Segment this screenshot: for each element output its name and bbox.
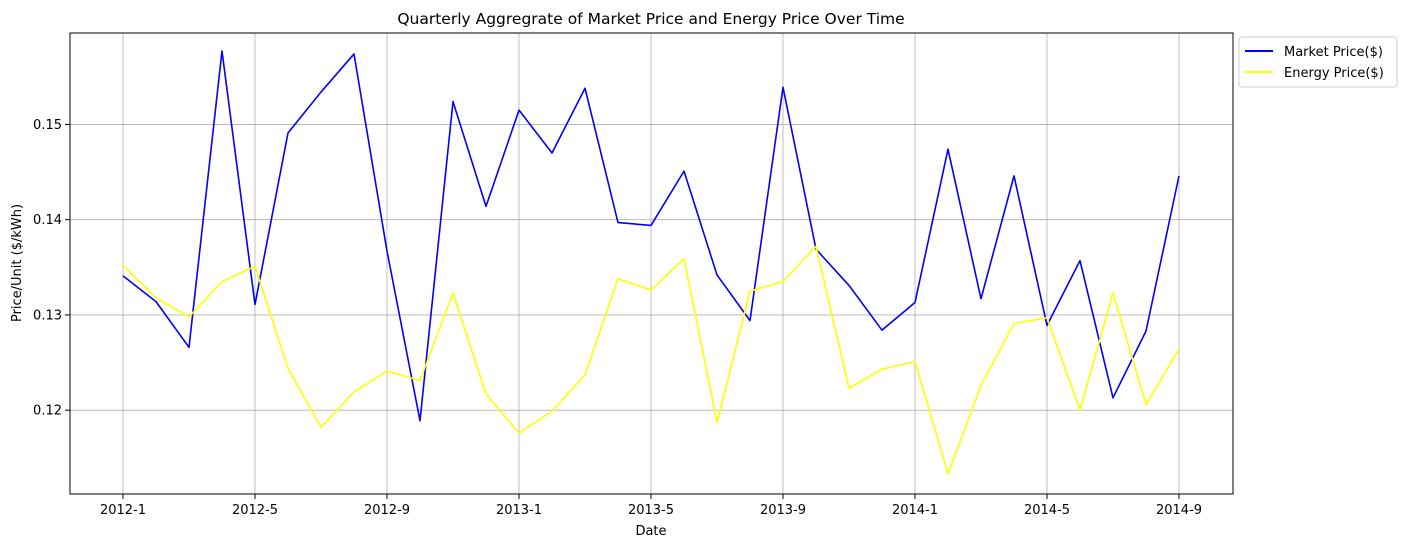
series-line-energy-price	[122, 245, 1180, 475]
x-tick-label: 2014-5	[1024, 503, 1070, 518]
x-tick-label: 2014-9	[1156, 503, 1202, 518]
x-tick-label: 2013-1	[496, 503, 542, 518]
chart-title: Quarterly Aggregrate of Market Price and…	[397, 10, 904, 28]
series-layer	[122, 50, 1180, 475]
x-axis-ticks: 2012-1 2012-5 2012-9 2013-1 2013-5 2013-9 2014…	[100, 494, 1202, 518]
series-line-market-price	[122, 50, 1180, 422]
y-tick-label: 0.12	[33, 404, 62, 419]
y-tick-label: 0.13	[33, 308, 62, 323]
x-tick-label: 2013-9	[760, 503, 806, 518]
grid-lines	[70, 33, 1233, 494]
y-axis-ticks: 0.12 0.13 0.14 0.15	[33, 118, 70, 419]
legend-label: Market Price($)	[1284, 45, 1383, 60]
legend-label: Energy Price($)	[1284, 66, 1384, 81]
x-tick-label: 2012-1	[100, 503, 146, 518]
x-tick-label: 2012-9	[364, 503, 410, 518]
x-tick-label: 2014-1	[892, 503, 938, 518]
plot-area-frame	[69, 32, 1234, 495]
x-axis-label: Date	[635, 524, 666, 539]
x-tick-label: 2013-5	[628, 503, 674, 518]
y-tick-label: 0.15	[33, 118, 62, 133]
x-tick-label: 2012-5	[232, 503, 278, 518]
y-axis-label: Price/Unit ($/kWh)	[10, 204, 25, 322]
legend: Market Price($) Energy Price($)	[1238, 36, 1398, 88]
legend-frame	[1238, 36, 1398, 88]
y-tick-label: 0.14	[33, 213, 62, 228]
